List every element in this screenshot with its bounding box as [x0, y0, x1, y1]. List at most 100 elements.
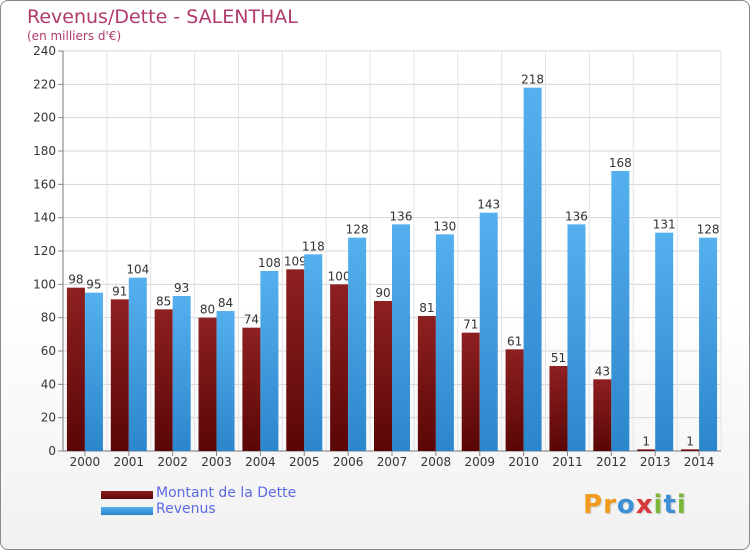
bar-revenus: [479, 212, 498, 451]
brand-letter: r: [603, 490, 617, 520]
bar-revenus: [611, 171, 630, 451]
data-label-debt: 74: [244, 313, 259, 327]
legend-swatch-revenus: [101, 507, 153, 515]
chart-title: Revenus/Dette - SALENTHAL: [27, 6, 298, 28]
y-tick-label: 220: [33, 77, 56, 91]
bar-debt: [330, 284, 349, 451]
data-label-revenus: 130: [433, 219, 456, 233]
bar-debt: [286, 269, 305, 451]
bar-revenus: [216, 311, 235, 451]
bar-debt: [505, 349, 524, 451]
bar-debt: [549, 366, 568, 451]
data-label-debt: 61: [507, 334, 522, 348]
bar-revenus: [172, 296, 191, 451]
x-tick-label: 2001: [114, 455, 145, 469]
data-label-debt: 85: [156, 294, 171, 308]
data-label-debt: 100: [328, 269, 351, 283]
bar-debt: [461, 332, 480, 451]
data-label-debt: 43: [595, 364, 610, 378]
y-tick-label: 80: [41, 311, 56, 325]
data-label-debt: 91: [112, 284, 127, 298]
bar-revenus: [392, 224, 410, 451]
x-tick-label: 2013: [640, 455, 671, 469]
x-tick-label: 2005: [289, 455, 320, 469]
data-label-revenus: 168: [609, 156, 632, 170]
bar-revenus: [655, 232, 674, 451]
data-label-revenus: 218: [521, 73, 544, 87]
bar-debt: [374, 301, 392, 451]
y-tick-label: 160: [33, 177, 56, 191]
bar-revenus: [523, 87, 542, 452]
y-tick-label: 60: [41, 344, 56, 358]
data-label-revenus: 93: [174, 281, 189, 295]
bar-revenus: [260, 271, 279, 451]
y-tick-label: 180: [33, 144, 56, 158]
x-tick-label: 2011: [552, 455, 583, 469]
brand-letter: o: [616, 490, 636, 520]
data-label-revenus: 136: [390, 209, 413, 223]
x-tick-label: 2000: [70, 455, 101, 469]
data-label-debt: 80: [200, 303, 215, 317]
data-label-debt: 98: [68, 273, 83, 287]
brand-letter: t: [663, 490, 677, 520]
x-tick-label: 2007: [377, 455, 408, 469]
brand-letter: i: [653, 490, 664, 520]
data-label-revenus: 131: [653, 218, 676, 232]
data-label-debt: 71: [463, 318, 478, 332]
x-tick-label: 2008: [421, 455, 452, 469]
x-tick-label: 2014: [684, 455, 715, 469]
y-tick-label: 140: [33, 211, 56, 225]
data-label-revenus: 95: [86, 278, 101, 292]
brand-letter: P: [583, 490, 604, 520]
legend-swatch-debt: [101, 491, 153, 499]
bar-revenus: [567, 224, 586, 451]
data-label-revenus: 136: [565, 209, 588, 223]
legend-label-revenus: Revenus: [156, 501, 216, 517]
data-label-debt: 81: [419, 301, 434, 315]
y-tick-label: 120: [33, 244, 56, 258]
bar-debt: [417, 316, 436, 451]
bar-revenus: [699, 237, 718, 451]
brand-letter: i: [676, 490, 687, 520]
bar-debt: [637, 449, 656, 451]
data-label-debt: 90: [375, 286, 390, 300]
brand-letter: x: [635, 490, 654, 520]
bar-revenus: [304, 254, 323, 451]
x-tick-label: 2010: [508, 455, 539, 469]
legend-label-debt: Montant de la Dette: [156, 485, 297, 501]
data-label-revenus: 128: [697, 223, 720, 237]
bar-debt: [198, 317, 217, 451]
data-label-debt: 51: [551, 351, 566, 365]
bar-revenus: [348, 237, 367, 451]
chart-subtitle: (en milliers d'€): [27, 29, 122, 43]
proxiti-logo: Proxiti: [583, 490, 687, 520]
bar-debt: [593, 379, 612, 451]
bar-revenus: [84, 292, 103, 451]
bar-revenus: [128, 277, 147, 451]
data-label-revenus: 128: [346, 223, 369, 237]
y-tick-label: 0: [48, 444, 56, 458]
bar-debt: [110, 299, 129, 451]
y-tick-label: 20: [41, 411, 56, 425]
bar-debt: [681, 449, 700, 451]
x-tick-label: 2006: [333, 455, 364, 469]
bar-debt: [154, 309, 173, 451]
y-tick-label: 100: [33, 277, 56, 291]
bar-debt: [242, 327, 261, 451]
data-label-debt: 1: [686, 434, 694, 448]
data-label-revenus: 143: [477, 198, 500, 212]
data-label-revenus: 108: [258, 256, 281, 270]
data-label-debt: 1: [642, 434, 650, 448]
y-tick-label: 40: [41, 377, 56, 391]
bar-revenus: [435, 234, 454, 451]
bar-debt: [66, 287, 85, 451]
y-tick-label: 240: [33, 44, 56, 58]
data-label-revenus: 104: [126, 263, 149, 277]
x-tick-label: 2012: [596, 455, 627, 469]
x-tick-label: 2002: [157, 455, 188, 469]
x-tick-label: 2003: [201, 455, 232, 469]
data-label-revenus: 84: [218, 296, 233, 310]
y-tick-label: 200: [33, 111, 56, 125]
